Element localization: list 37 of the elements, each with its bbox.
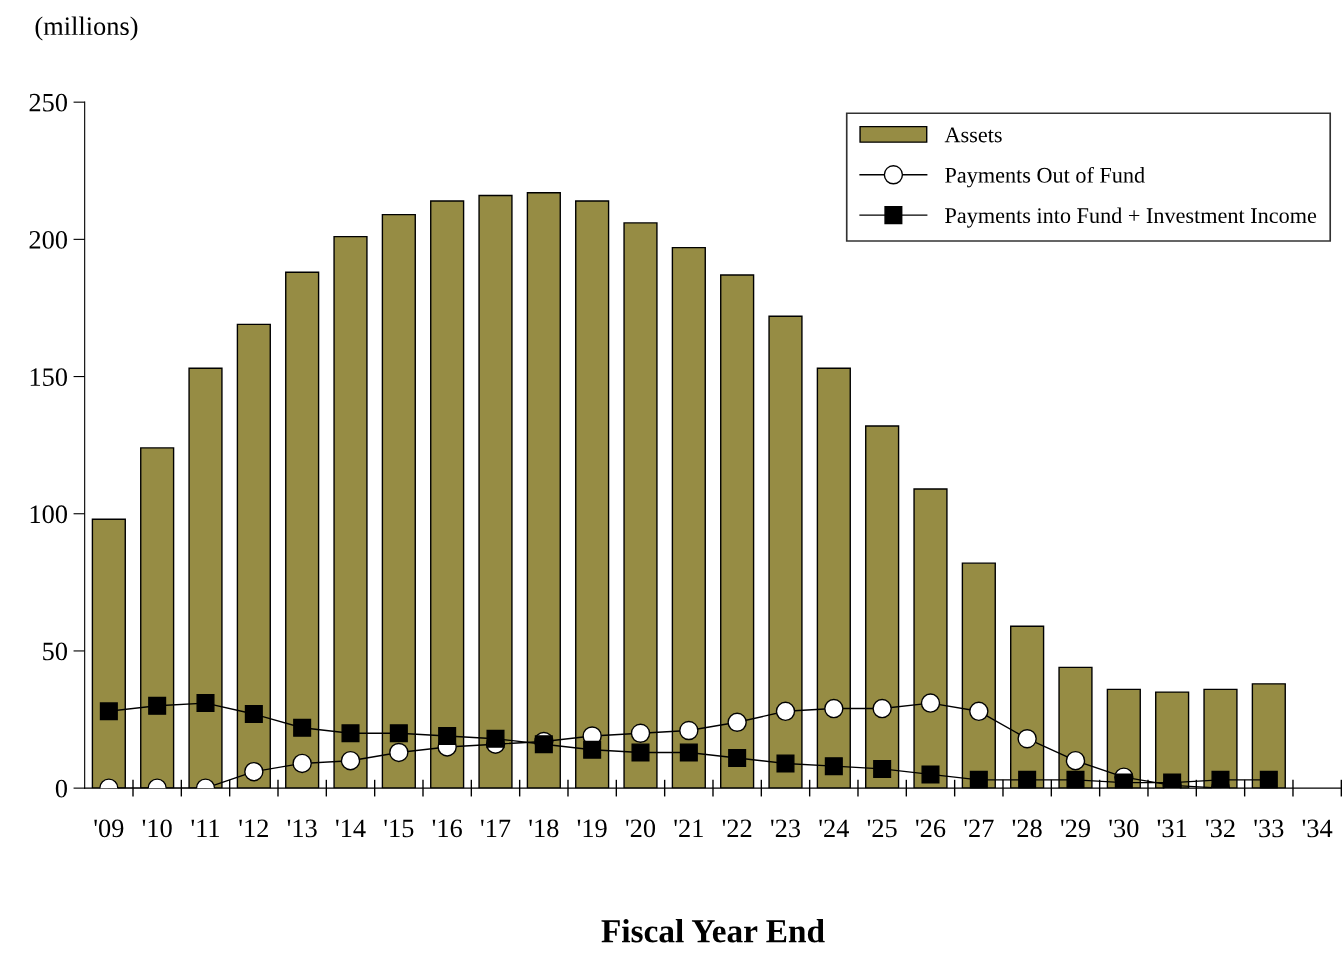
x-tick-label: '25	[867, 819, 897, 838]
x-tick-label: '11	[191, 819, 219, 837]
x-tick-label: '16	[432, 819, 462, 838]
x-tick-label: '20	[626, 819, 656, 838]
x-tick-label: '30	[1109, 819, 1139, 838]
x-tick-label: '31	[1157, 819, 1187, 838]
legend-label: Payments into Fund + Investment Income	[945, 207, 1317, 228]
legend-label: Assets	[944, 127, 1002, 143]
y-tick-label: 50	[43, 642, 67, 661]
x-tick-label: '28	[1012, 819, 1042, 838]
x-tick-label: '17	[481, 819, 511, 837]
x-tick-label: '26	[916, 819, 946, 838]
x-tick-label: '24	[819, 819, 849, 837]
x-tick-label: '15	[384, 819, 414, 838]
y-tick-label: 100	[30, 505, 67, 524]
x-tick-label: '12	[239, 819, 268, 837]
x-tick-label: '34	[1302, 819, 1333, 838]
x-tick-label: '32	[1206, 819, 1235, 838]
y-tick-label: 200	[29, 230, 67, 249]
x-tick-label: '14	[336, 819, 366, 837]
y-axis-title: (millions)	[35, 16, 138, 41]
x-tick-label: '21	[674, 819, 703, 837]
x-tick-label: '22	[722, 819, 752, 837]
x-tick-label: '29	[1061, 819, 1090, 838]
legend-label: Payments Out of Fund	[945, 166, 1145, 188]
x-tick-label: '33	[1254, 819, 1284, 838]
y-tick-label: 150	[30, 368, 67, 386]
x-tick-label: '13	[287, 819, 317, 838]
x-tick-label: '09	[94, 819, 124, 838]
x-axis-title: Fiscal Year End	[601, 919, 825, 943]
y-tick-label: 0	[55, 779, 67, 798]
x-tick-label: '10	[142, 819, 172, 838]
x-tick-label: '18	[529, 819, 559, 838]
x-tick-label: '27	[964, 819, 994, 837]
x-tick-label: '23	[771, 819, 801, 838]
x-tick-label: '19	[577, 819, 607, 838]
y-tick-label: 250	[29, 93, 67, 112]
